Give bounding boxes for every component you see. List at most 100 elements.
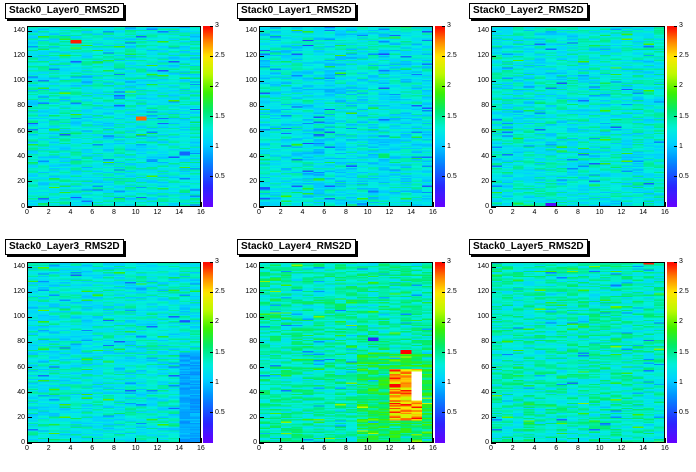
color-palette-axis <box>435 26 445 207</box>
z-tick-label: 0.5 <box>215 408 225 416</box>
x-tick-label: 2 <box>278 209 283 216</box>
z-tick-mark <box>442 176 445 178</box>
y-tick-label: 60 <box>481 127 489 135</box>
x-tick-mark <box>135 438 137 443</box>
x-tick-mark <box>389 438 390 443</box>
x-tick-mark <box>26 202 28 207</box>
y-tick-label: 40 <box>481 388 489 396</box>
z-tick-label: 2 <box>447 318 451 326</box>
y-tick-label: 100 <box>245 313 257 321</box>
histogram-pad: Stack0_Layer5_RMS2D 0 2 4 6 8 10 12 14 16 0 20 40 60 8… <box>464 236 696 472</box>
z-tick-label: 2.5 <box>215 52 225 60</box>
x-tick-mark <box>490 202 492 207</box>
z-tick-mark <box>674 85 677 87</box>
z-tick-mark <box>442 261 445 263</box>
y-tick-label: 140 <box>245 263 257 271</box>
color-palette-axis <box>203 262 213 443</box>
y-tick-mark <box>27 341 32 343</box>
y-tick-mark <box>259 367 264 369</box>
y-tick-label: 120 <box>477 52 489 60</box>
z-tick-mark <box>442 55 445 57</box>
z-tick-mark <box>442 25 445 27</box>
x-tick-label: 4 <box>68 445 73 452</box>
x-tick-mark <box>48 202 50 207</box>
y-tick-mark <box>27 131 32 133</box>
z-tick-label: 2.5 <box>679 288 689 296</box>
y-tick-mark <box>259 181 264 183</box>
y-tick-mark <box>491 367 496 369</box>
x-tick-label: 4 <box>300 209 305 216</box>
x-tick-label: 0 <box>489 445 493 452</box>
x-tick-mark <box>280 438 282 443</box>
y-tick-label: 0 <box>21 203 25 210</box>
y-tick-mark <box>259 206 264 208</box>
x-tick-mark <box>323 438 325 443</box>
x-tick-mark <box>157 202 158 207</box>
y-tick-mark <box>27 105 32 107</box>
histogram-title: Stack0_Layer2_RMS2D <box>469 3 588 19</box>
y-tick-label: 120 <box>477 288 489 296</box>
y-tick-mark <box>259 30 264 32</box>
z-tick-label: 1.5 <box>447 112 457 120</box>
y-tick-label: 0 <box>253 439 257 446</box>
color-palette-axis <box>435 262 445 443</box>
x-tick-label: 4 <box>68 209 73 216</box>
x-tick-mark <box>367 438 369 443</box>
y-tick-mark <box>491 131 496 133</box>
z-tick-mark <box>442 412 445 414</box>
x-tick-mark <box>621 202 622 207</box>
x-tick-label: 12 <box>385 209 394 216</box>
x-tick-mark <box>534 438 535 443</box>
x-tick-label: 0 <box>489 209 493 216</box>
x-tick-label: 16 <box>661 445 669 452</box>
y-tick-label: 40 <box>481 152 489 160</box>
x-tick-mark <box>410 202 412 207</box>
z-tick-mark <box>442 321 445 323</box>
z-tick-mark <box>210 352 213 353</box>
x-tick-label: 10 <box>595 445 604 452</box>
x-tick-mark <box>599 438 601 443</box>
x-tick-mark <box>157 438 158 443</box>
x-tick-label: 6 <box>322 209 327 216</box>
x-tick-mark <box>621 438 622 443</box>
y-tick-mark <box>491 392 496 394</box>
x-tick-label: 8 <box>112 445 116 452</box>
x-tick-label: 6 <box>90 209 95 216</box>
heatmap-plot-area <box>27 262 201 443</box>
y-tick-label: 100 <box>477 77 489 85</box>
z-tick-label: 1 <box>215 378 219 386</box>
x-tick-label: 2 <box>510 209 515 216</box>
y-tick-mark <box>259 316 264 318</box>
z-tick-mark <box>210 85 213 87</box>
y-tick-mark <box>259 55 264 57</box>
z-tick-mark <box>210 176 213 178</box>
y-tick-mark <box>27 367 32 369</box>
heatmap-cells <box>491 26 665 207</box>
x-tick-mark <box>200 438 202 443</box>
color-scale-bar <box>435 262 445 443</box>
heatmap-plot-area <box>27 26 201 207</box>
z-tick-mark <box>674 321 677 323</box>
plot-frame <box>491 262 665 443</box>
y-tick-mark <box>27 30 32 32</box>
z-tick-mark <box>210 116 213 117</box>
z-tick-mark <box>674 382 677 384</box>
y-tick-label: 40 <box>17 152 25 160</box>
x-tick-label: 16 <box>661 209 669 216</box>
y-tick-mark <box>27 417 32 419</box>
z-tick-label: 1.5 <box>215 112 225 120</box>
heatmap-plot-area <box>491 26 665 207</box>
histogram-title: Stack0_Layer5_RMS2D <box>469 239 588 255</box>
x-tick-label: 6 <box>554 445 559 452</box>
z-tick-mark <box>674 55 677 57</box>
x-tick-label: 14 <box>175 445 184 452</box>
x-tick-label: 2 <box>510 445 515 452</box>
x-tick-label: 6 <box>90 445 95 452</box>
color-scale-bar <box>203 262 213 443</box>
z-tick-mark <box>674 116 677 117</box>
y-tick-mark <box>27 181 32 183</box>
z-tick-label: 2 <box>679 318 683 326</box>
x-tick-label: 10 <box>131 209 140 216</box>
y-tick-label: 100 <box>245 77 257 85</box>
histogram-pad: Stack0_Layer1_RMS2D 0 2 4 6 8 10 12 14 16 0 20 40 60 8… <box>232 0 464 236</box>
